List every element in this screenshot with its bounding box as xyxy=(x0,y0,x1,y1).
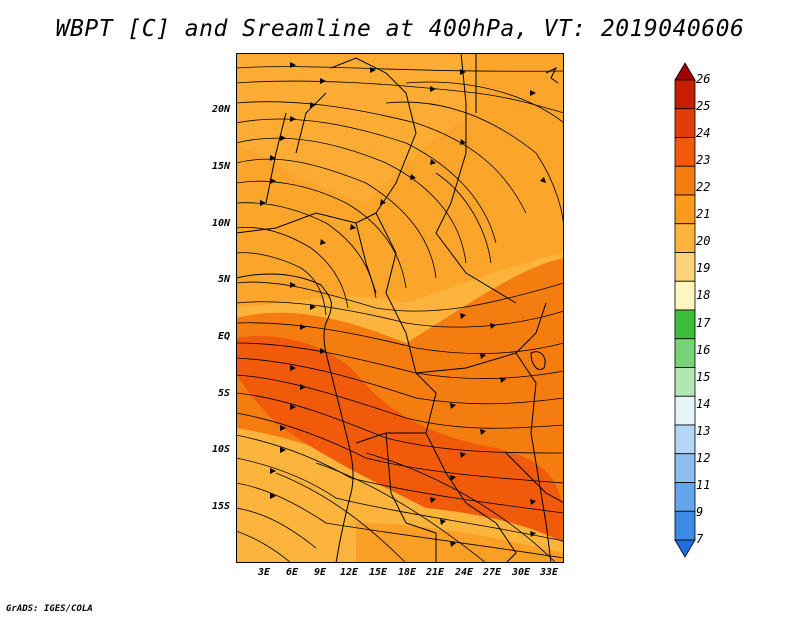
chart-title: WBPT [C] and Sreamline at 400hPa, VT: 20… xyxy=(55,16,745,42)
colorbar-swatch xyxy=(674,482,696,512)
colorbar-label: 20 xyxy=(696,234,711,249)
wbpt-band-21 xyxy=(236,53,564,308)
colorbar-label: 25 xyxy=(696,99,711,114)
map-frame xyxy=(236,53,564,563)
colorbar-label: 26 xyxy=(696,72,711,86)
colorbar-label: 17 xyxy=(696,315,711,330)
lat-label-15s: 15S xyxy=(211,501,230,512)
colorbar-swatch xyxy=(674,223,696,253)
lat-label-10n: 10N xyxy=(211,218,230,229)
colorbar-bottom-triangle xyxy=(674,539,696,558)
colorbar-label: 24 xyxy=(696,126,711,141)
colorbar-label: 21 xyxy=(696,207,711,222)
lon-label-27e: 27E xyxy=(482,567,502,578)
colorbar-label: 18 xyxy=(696,288,711,303)
lat-label-5n: 5N xyxy=(217,274,230,285)
colorbar-swatch xyxy=(674,424,696,455)
colorbar-swatch xyxy=(674,165,696,196)
lon-label-18e: 18E xyxy=(397,567,417,578)
lon-label-12e: 12E xyxy=(339,567,359,578)
colorbar-swatch xyxy=(674,309,696,340)
lon-label-9e: 9E xyxy=(313,567,327,578)
colorbar-label: 9 xyxy=(696,504,704,519)
lon-label-33e: 33E xyxy=(539,567,559,578)
lon-label-6e: 6E xyxy=(285,567,299,578)
lat-label-eq: EQ xyxy=(217,331,230,342)
colorbar-swatch xyxy=(674,395,696,426)
colorbar-swatch xyxy=(674,252,696,282)
colorbar-label: 23 xyxy=(696,153,711,168)
wbpt-band-23 xyxy=(236,336,564,543)
lat-label-5s: 5S xyxy=(217,388,230,399)
lat-label-15n: 15N xyxy=(211,161,230,172)
lat-label-20n: 20N xyxy=(211,104,230,115)
colorbar-label: 15 xyxy=(696,369,711,384)
coastlines-borders xyxy=(236,53,564,563)
colorbar-label: 11 xyxy=(696,477,711,492)
colorbar-label: 13 xyxy=(696,423,711,438)
streamline-arrows xyxy=(260,62,546,547)
colorbar-swatch xyxy=(674,79,696,110)
map-panel xyxy=(236,53,564,563)
colorbar-top-triangle xyxy=(674,62,696,81)
credit-text: GrADS: IGES/COLA xyxy=(6,604,93,614)
colorbar-swatch xyxy=(674,453,696,483)
lat-label-10s: 10S xyxy=(211,444,230,455)
lon-label-21e: 21E xyxy=(425,567,445,578)
colorbar-label: 7 xyxy=(696,532,704,546)
colorbar-label: 16 xyxy=(696,342,711,357)
colorbar-swatch xyxy=(674,108,696,138)
colorbar-label: 12 xyxy=(696,450,711,465)
lon-label-15e: 15E xyxy=(368,567,388,578)
colorbar-swatch xyxy=(674,194,696,225)
colorbar-swatch xyxy=(674,338,696,368)
colorbar-swatch xyxy=(674,280,696,311)
colorbar-swatch xyxy=(674,137,696,167)
colorbar-label: 14 xyxy=(696,396,711,411)
colorbar xyxy=(674,62,696,558)
wbpt-band-20-north xyxy=(236,53,476,203)
colorbar-swatch xyxy=(674,510,696,541)
lon-label-30e: 30E xyxy=(511,567,531,578)
colorbar-label: 22 xyxy=(696,180,711,195)
colorbar-swatch xyxy=(674,367,696,397)
lon-label-3e: 3E xyxy=(257,567,271,578)
lon-label-24e: 24E xyxy=(454,567,474,578)
colorbar-label: 19 xyxy=(696,261,711,276)
